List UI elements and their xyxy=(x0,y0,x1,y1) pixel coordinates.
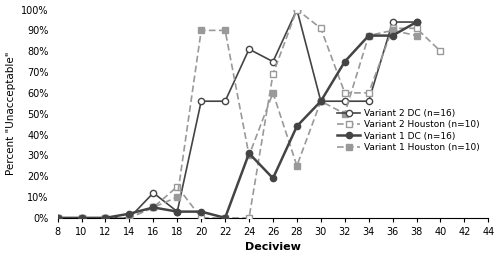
Variant 2 Houston (n=10) xyxy=(342,91,348,94)
Variant 1 Houston (n=10) xyxy=(342,112,348,115)
Variant 2 DC (n=16) xyxy=(78,216,84,219)
Variant 1 DC (n=16) xyxy=(150,206,156,209)
Variant 2 DC (n=16) xyxy=(54,216,60,219)
Line: Variant 2 DC (n=16): Variant 2 DC (n=16) xyxy=(54,6,420,221)
Variant 1 Houston (n=10) xyxy=(174,196,180,199)
Variant 1 DC (n=16) xyxy=(342,60,348,63)
Variant 1 DC (n=16) xyxy=(390,34,396,37)
Variant 2 Houston (n=10) xyxy=(246,216,252,219)
Variant 1 DC (n=16) xyxy=(294,125,300,128)
Variant 2 DC (n=16) xyxy=(318,100,324,103)
Variant 2 Houston (n=10) xyxy=(54,216,60,219)
Variant 2 Houston (n=10) xyxy=(438,50,444,53)
Variant 1 Houston (n=10) xyxy=(414,34,420,37)
Variant 2 DC (n=16) xyxy=(150,191,156,195)
Variant 2 DC (n=16) xyxy=(102,216,108,219)
Variant 1 Houston (n=10) xyxy=(246,154,252,157)
Variant 1 Houston (n=10) xyxy=(390,29,396,32)
Variant 2 DC (n=16) xyxy=(198,100,204,103)
Variant 2 DC (n=16) xyxy=(222,100,228,103)
Variant 2 Houston (n=10) xyxy=(390,27,396,30)
Legend: Variant 2 DC (n=16), Variant 2 Houston (n=10), Variant 1 DC (n=16), Variant 1 Ho: Variant 2 DC (n=16), Variant 2 Houston (… xyxy=(334,105,484,155)
Variant 2 Houston (n=10) xyxy=(222,216,228,219)
Variant 2 Houston (n=10) xyxy=(294,8,300,11)
Variant 1 Houston (n=10) xyxy=(126,216,132,219)
Variant 1 DC (n=16) xyxy=(174,210,180,213)
Variant 1 Houston (n=10) xyxy=(54,216,60,219)
Variant 2 DC (n=16) xyxy=(294,8,300,11)
Variant 2 Houston (n=10) xyxy=(198,216,204,219)
Variant 1 Houston (n=10) xyxy=(270,91,276,94)
Y-axis label: Percent "Unacceptable": Percent "Unacceptable" xyxy=(6,52,16,175)
Variant 1 DC (n=16) xyxy=(270,177,276,180)
Variant 2 DC (n=16) xyxy=(246,47,252,51)
Variant 2 Houston (n=10) xyxy=(270,72,276,76)
Variant 2 DC (n=16) xyxy=(342,100,348,103)
Variant 1 Houston (n=10) xyxy=(78,216,84,219)
Variant 2 DC (n=16) xyxy=(366,100,372,103)
Line: Variant 2 Houston (n=10): Variant 2 Houston (n=10) xyxy=(55,7,443,221)
Variant 1 Houston (n=10) xyxy=(222,29,228,32)
Variant 2 DC (n=16) xyxy=(126,216,132,219)
Variant 2 Houston (n=10) xyxy=(78,216,84,219)
Variant 2 DC (n=16) xyxy=(174,210,180,213)
Variant 2 DC (n=16) xyxy=(390,20,396,23)
Variant 1 Houston (n=10) xyxy=(198,29,204,32)
Variant 2 Houston (n=10) xyxy=(414,27,420,30)
Variant 2 DC (n=16) xyxy=(270,60,276,63)
Variant 2 Houston (n=10) xyxy=(318,27,324,30)
Variant 1 DC (n=16) xyxy=(246,152,252,155)
Variant 1 Houston (n=10) xyxy=(366,34,372,37)
Variant 2 Houston (n=10) xyxy=(174,185,180,188)
Variant 2 DC (n=16) xyxy=(414,20,420,23)
Line: Variant 1 Houston (n=10): Variant 1 Houston (n=10) xyxy=(55,28,420,221)
Variant 2 Houston (n=10) xyxy=(126,216,132,219)
Variant 1 DC (n=16) xyxy=(198,210,204,213)
Variant 2 Houston (n=10) xyxy=(366,91,372,94)
Variant 1 Houston (n=10) xyxy=(294,164,300,167)
Variant 1 DC (n=16) xyxy=(102,216,108,219)
Variant 1 DC (n=16) xyxy=(54,216,60,219)
Line: Variant 1 DC (n=16): Variant 1 DC (n=16) xyxy=(54,19,420,221)
Variant 2 Houston (n=10) xyxy=(102,216,108,219)
Variant 1 DC (n=16) xyxy=(78,216,84,219)
X-axis label: Deciview: Deciview xyxy=(245,243,301,252)
Variant 1 Houston (n=10) xyxy=(318,100,324,103)
Variant 1 DC (n=16) xyxy=(318,100,324,103)
Variant 1 DC (n=16) xyxy=(414,20,420,23)
Variant 2 Houston (n=10) xyxy=(150,206,156,209)
Variant 1 DC (n=16) xyxy=(366,34,372,37)
Variant 1 Houston (n=10) xyxy=(102,216,108,219)
Variant 1 DC (n=16) xyxy=(126,212,132,215)
Variant 1 Houston (n=10) xyxy=(150,206,156,209)
Variant 1 DC (n=16) xyxy=(222,216,228,219)
